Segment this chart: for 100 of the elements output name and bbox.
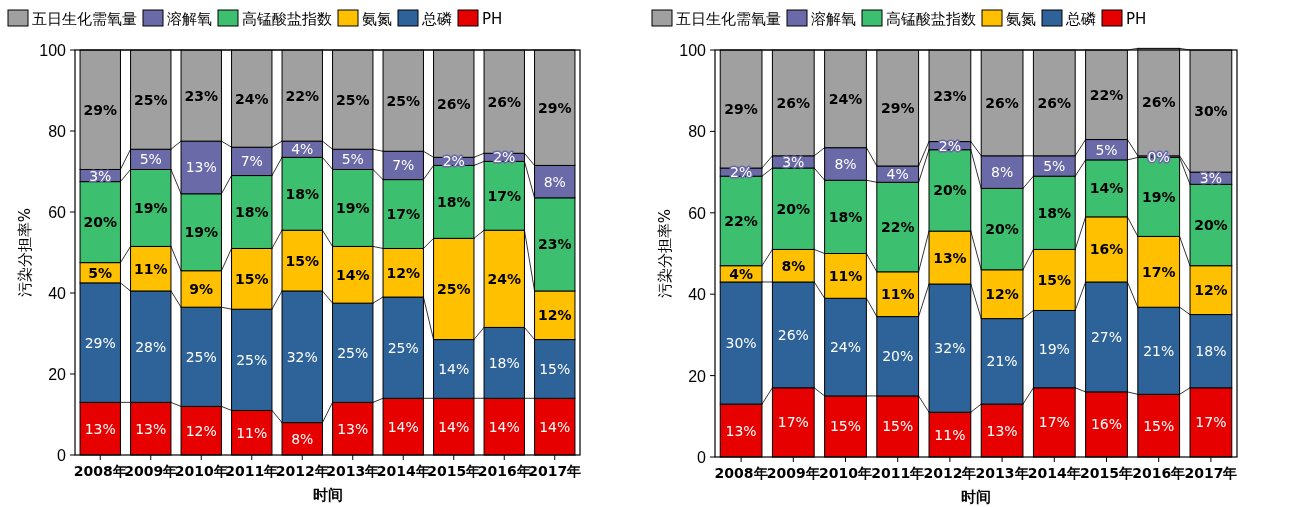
x-tick-label: 2008年 (73, 463, 127, 479)
x-tick-label: 2016年 (1132, 465, 1186, 481)
y-tick-label: 40 (48, 285, 67, 302)
data-label: 12% (537, 307, 572, 324)
data-label: 3% (1199, 170, 1223, 187)
legend-label: 总磷 (1065, 10, 1096, 28)
data-label: 29% (880, 100, 915, 116)
data-label: 32% (934, 340, 966, 357)
data-label: 12% (386, 264, 421, 281)
data-label: 14% (438, 360, 470, 377)
legend-label: 五日生化需氧量 (676, 10, 781, 28)
x-tick-label: 2013年 (326, 463, 380, 479)
data-label: 14% (1089, 180, 1124, 197)
y-tick-label: 0 (57, 447, 67, 464)
data-label: 8% (291, 430, 314, 447)
x-tick-label: 2017年 (1184, 465, 1238, 481)
x-tick-label: 2010年 (819, 465, 872, 481)
y-tick-label: 80 (48, 123, 67, 140)
legend-label: 氨氮 (362, 10, 392, 28)
legend-label: 高锰酸盐指数 (242, 10, 332, 28)
data-label: 9% (189, 280, 214, 297)
data-label: 27% (1090, 328, 1123, 345)
x-tick-label: 2013年 (975, 465, 1029, 481)
data-label: 19% (184, 224, 219, 241)
legend-label: PH (482, 10, 503, 28)
data-label: 19% (1141, 188, 1176, 205)
data-label: 11% (236, 424, 268, 441)
data-label: 21% (1143, 342, 1175, 359)
data-label: 11% (880, 286, 915, 303)
data-label: 29% (537, 99, 572, 116)
data-label: 16% (1089, 241, 1124, 258)
x-tick-label: 2011年 (225, 463, 279, 479)
data-label: 7% (240, 153, 263, 170)
data-label: 26% (777, 326, 809, 343)
y-tick-label: 0 (697, 449, 707, 466)
data-label: 20% (1194, 217, 1228, 234)
data-label: 11% (934, 426, 966, 443)
x-tick-label: 2008年 (714, 465, 768, 481)
data-label: 17% (386, 206, 421, 223)
y-axis-title: 污染分担率% (656, 208, 674, 299)
data-label: 13% (135, 420, 167, 437)
legend-label: PH (1126, 10, 1147, 28)
data-label: 26% (1037, 94, 1072, 111)
legend-label: 五日生化需氧量 (32, 10, 137, 28)
data-label: 5% (1095, 141, 1118, 158)
data-label: 18% (828, 208, 863, 225)
data-label: 25% (387, 339, 419, 356)
data-label: 4% (729, 265, 753, 282)
data-label: 22% (724, 212, 758, 229)
data-label: 2% (729, 164, 753, 181)
data-label: 25% (236, 351, 268, 368)
data-label: 19% (335, 199, 370, 216)
data-label: 20% (776, 200, 811, 217)
data-label: 23% (184, 87, 219, 104)
data-label: 15% (1037, 271, 1072, 288)
data-label: 29% (724, 101, 758, 118)
data-label: 18% (234, 204, 269, 220)
data-label: 17% (1038, 414, 1070, 431)
legend-label: 高锰酸盐指数 (886, 10, 976, 28)
legend-label: 氨氮 (1006, 10, 1036, 28)
data-label: 15% (882, 418, 914, 435)
legend-label: 总磷 (421, 10, 452, 28)
data-label: 15% (539, 360, 571, 377)
data-label: 19% (1038, 341, 1070, 358)
data-label: 15% (829, 418, 862, 435)
data-label: 8% (990, 164, 1014, 181)
data-label: 15% (1143, 417, 1175, 434)
data-label: 30% (1194, 103, 1228, 120)
data-label: 25% (133, 91, 168, 108)
data-label: 25% (335, 91, 370, 108)
data-label: 29% (84, 334, 116, 351)
y-tick-label: 20 (48, 366, 67, 383)
data-label: 14% (488, 418, 520, 435)
data-label: 5% (88, 264, 113, 281)
data-label: 13% (185, 159, 217, 176)
data-label: 19% (133, 199, 168, 216)
data-label: 13% (725, 422, 757, 439)
data-label: 24% (828, 90, 863, 107)
data-label: 28% (135, 338, 167, 355)
y-tick-label: 100 (679, 42, 707, 59)
data-label: 22% (285, 87, 320, 104)
data-label: 8% (543, 173, 566, 190)
data-label: 5% (139, 151, 162, 168)
x-tick-label: 2012年 (923, 465, 977, 481)
x-axis-title: 时间 (961, 488, 991, 506)
x-tick-label: 2009年 (124, 463, 178, 479)
data-label: 29% (83, 101, 118, 118)
data-label: 12% (985, 286, 1019, 303)
data-label: 26% (776, 94, 811, 111)
data-label: 14% (438, 418, 470, 435)
data-label: 26% (985, 94, 1019, 111)
data-label: 20% (882, 348, 914, 365)
data-label: 11% (828, 267, 863, 284)
y-tick-label: 80 (688, 123, 707, 141)
data-label: 3% (782, 153, 805, 170)
data-label: 26% (1141, 94, 1176, 111)
data-label: 16% (1090, 416, 1123, 433)
data-label: 14% (335, 266, 370, 283)
data-label: 12% (1194, 282, 1228, 299)
data-label: 23% (537, 236, 572, 253)
